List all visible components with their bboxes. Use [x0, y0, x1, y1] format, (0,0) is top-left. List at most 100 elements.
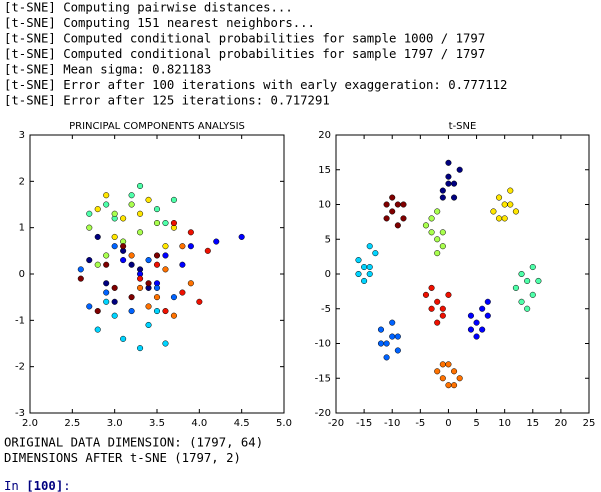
data-point: [428, 305, 435, 312]
data-point: [153, 284, 161, 291]
data-point: [366, 270, 373, 278]
chart: PRINCIPAL COMPONENTS ANALYSIS 2.0 2.5 3.0 3.…: [15, 121, 292, 429]
data-point: [434, 208, 441, 215]
y-tick-label: -15: [315, 373, 331, 384]
data-point: [94, 206, 101, 213]
data-point: [428, 229, 435, 236]
prompt-count: [100]: [26, 479, 63, 492]
data-point: [128, 201, 135, 208]
data-point: [400, 215, 407, 222]
y-tick-label: -2: [15, 362, 25, 373]
data-point: [187, 280, 194, 287]
x-tick-label: -10: [384, 418, 400, 429]
chart: t-SNE -20 -15 -10 -5 0 5 10 15 20 25 -20 -15 -10 -5 0 5 1…: [315, 121, 596, 429]
data-point: [111, 284, 118, 291]
data-point: [120, 257, 127, 264]
data-point: [86, 257, 93, 264]
x-tick-label: 0: [445, 418, 451, 429]
data-point: [187, 229, 194, 236]
data-point: [137, 229, 144, 236]
data-point: [153, 252, 161, 259]
data-point: [473, 333, 480, 340]
data-point: [439, 305, 446, 312]
x-tick-label: 10: [498, 418, 511, 429]
data-point: [428, 215, 435, 222]
data-point: [94, 308, 101, 315]
data-point: [77, 275, 84, 282]
x-tick-label: -15: [356, 418, 372, 429]
data-point: [128, 261, 135, 268]
data-point: [128, 252, 135, 259]
y-tick-label: 0: [19, 269, 25, 280]
data-point: [484, 312, 491, 319]
data-point: [103, 280, 110, 287]
data-point: [389, 194, 396, 201]
data-point: [529, 264, 536, 271]
data-point: [372, 250, 379, 257]
data-point: [484, 298, 491, 305]
y-tick-label: 15: [318, 165, 331, 176]
y-tick-label: 3: [19, 130, 25, 141]
data-point: [103, 298, 110, 305]
data-point: [103, 289, 110, 296]
data-point: [377, 326, 385, 333]
x-tick-label: 5.0: [276, 418, 292, 429]
data-point: [383, 354, 390, 361]
data-point: [86, 210, 93, 217]
data-point: [355, 257, 362, 264]
data-point: [162, 219, 169, 227]
data-point: [94, 233, 101, 240]
data-point: [439, 194, 446, 201]
data-point: [77, 266, 84, 273]
data-point: [196, 298, 203, 305]
data-point: [451, 368, 458, 375]
data-point: [366, 264, 373, 271]
data-point: [479, 305, 486, 312]
data-point: [400, 201, 407, 208]
x-tick-label: 2.5: [64, 418, 80, 429]
data-point: [439, 312, 446, 319]
data-point: [145, 321, 152, 329]
x-tick-label: 5: [473, 418, 479, 429]
data-point: [137, 345, 144, 352]
data-point: [518, 270, 525, 278]
data-point: [187, 243, 194, 250]
data-point: [162, 340, 169, 347]
data-point: [179, 261, 186, 268]
data-point: [111, 243, 118, 250]
data-point: [170, 294, 177, 301]
data-point: [394, 333, 401, 340]
data-point: [512, 284, 519, 291]
y-tick-label: 2: [19, 176, 25, 187]
data-point: [137, 284, 144, 291]
x-tick-label: 2.0: [22, 418, 38, 429]
data-point: [439, 243, 446, 250]
data-point: [495, 215, 503, 222]
chart-title: PRINCIPAL COMPONENTS ANALYSIS: [69, 121, 245, 132]
data-point: [439, 187, 446, 194]
data-point: [86, 224, 93, 231]
x-tick-label: 4.5: [234, 418, 250, 429]
data-point: [145, 280, 152, 287]
data-point: [518, 298, 525, 305]
data-point: [456, 166, 463, 173]
console-line: [t-SNE] Computing pairwise distances...: [4, 1, 293, 15]
data-point: [361, 277, 368, 285]
data-point: [145, 303, 152, 310]
data-point: [439, 361, 446, 368]
y-tick-label: 20: [318, 130, 331, 141]
y-tick-label: 5: [325, 234, 331, 245]
data-point: [153, 219, 161, 227]
data-point: [238, 233, 245, 240]
data-point: [507, 187, 514, 194]
data-point: [445, 291, 452, 298]
data-point: [120, 335, 127, 342]
data-point: [94, 326, 101, 333]
data-point: [111, 298, 118, 305]
data-point: [179, 289, 186, 296]
data-point: [111, 312, 118, 319]
y-tick-label: 0: [325, 269, 331, 280]
x-tick-label: 3.0: [107, 418, 123, 429]
data-point: [434, 236, 441, 243]
data-point: [153, 308, 161, 315]
